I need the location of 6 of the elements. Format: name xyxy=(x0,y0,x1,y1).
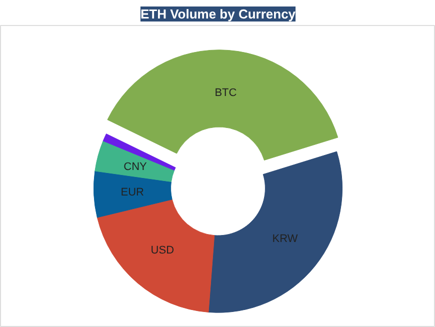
slice-label: EUR xyxy=(120,186,144,198)
slice-label: USD xyxy=(150,244,174,256)
chart-title: ETH Volume by Currency xyxy=(140,6,296,22)
slice-label: KRW xyxy=(272,233,298,246)
slice-label: BTC xyxy=(214,87,237,100)
slice-label: CNY xyxy=(124,160,148,173)
